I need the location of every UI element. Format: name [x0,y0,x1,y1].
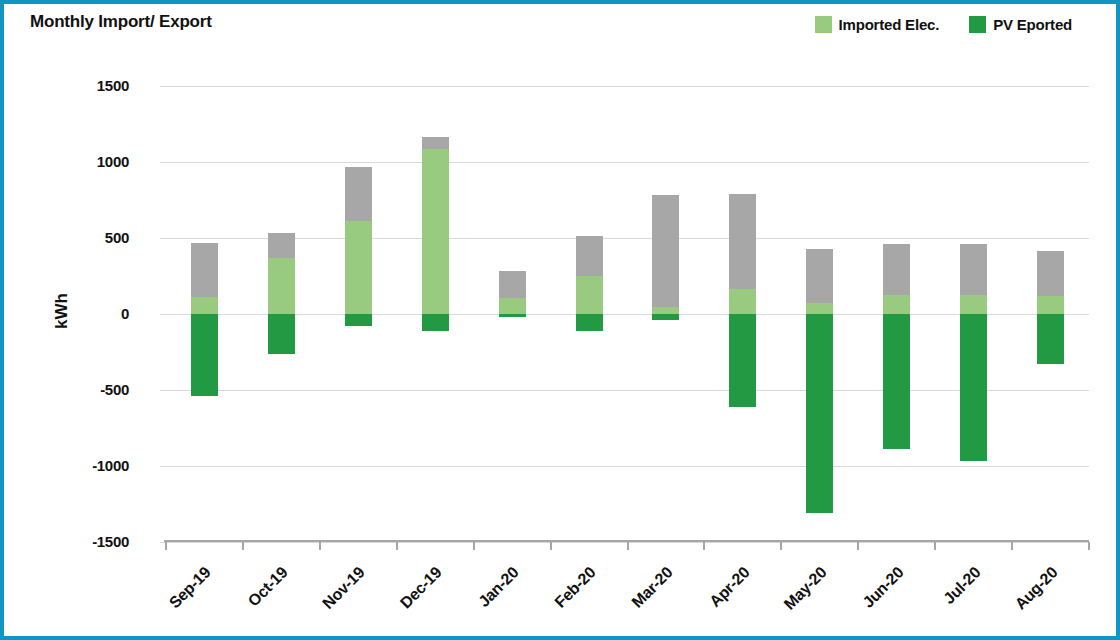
bar-segment-imported-elec [422,149,449,314]
x-axis-tick [473,542,475,550]
legend-swatch-imported-elec-icon [815,16,832,33]
x-axis-tick [857,542,859,550]
y-tick-label: 500 [49,229,129,247]
gridline [160,86,1089,87]
bar-segment-unlabeled-gray [729,194,756,289]
bar-segment-pv-exported [960,314,987,461]
y-tick-label: 1000 [49,153,129,171]
bar-segment-imported-elec [883,295,910,314]
bar-segment-unlabeled-gray [883,244,910,295]
y-tick-label: -500 [49,381,129,399]
bar-segment-imported-elec [191,297,218,314]
bar-segment-imported-elec [1037,296,1064,314]
x-axis-tick [934,542,936,550]
bar-segment-unlabeled-gray [191,243,218,297]
x-axis-tick [780,542,782,550]
gridline [160,390,1089,391]
bar-segment-imported-elec [268,258,295,314]
x-axis-tick [319,542,321,550]
y-tick-label: 1500 [49,77,129,95]
bar-segment-imported-elec [652,307,679,314]
legend-label-imported-elec: Imported Elec. [839,16,940,33]
x-axis-tick [242,542,244,550]
bar-segment-pv-exported [191,314,218,396]
gridline [160,238,1089,239]
bar-segment-unlabeled-gray [652,195,679,307]
bar-segment-imported-elec [499,298,526,314]
bar-segment-imported-elec [806,303,833,314]
x-axis-tick [1011,542,1013,550]
bar-segment-imported-elec [960,295,987,314]
bar-segment-imported-elec [345,221,372,314]
bar-segment-unlabeled-gray [576,236,603,276]
legend-item-pv-exported: PV Eported [969,16,1072,33]
x-axis-tick [627,542,629,550]
legend-item-imported-elec: Imported Elec. [815,16,940,33]
chart-frame: Monthly Import/ Export Imported Elec. PV… [0,0,1120,640]
gridline [160,314,1089,315]
legend-swatch-pv-exported-icon [969,16,986,33]
x-axis-label: Sep-19 [116,562,216,640]
bar-segment-pv-exported [499,314,526,317]
y-tick-label: 0 [49,305,129,323]
x-axis-tick [1088,542,1090,550]
bar-segment-unlabeled-gray [499,271,526,298]
legend-label-pv-exported: PV Eported [993,16,1072,33]
x-axis-tick [396,542,398,550]
bar-segment-pv-exported [1037,314,1064,364]
gridline [160,466,1089,467]
x-axis-tick [550,542,552,550]
bar-segment-pv-exported [729,314,756,407]
x-axis-tick [703,542,705,550]
x-axis-tick [165,542,167,550]
gridline [160,162,1089,163]
bar-segment-pv-exported [268,314,295,354]
bar-segment-pv-exported [345,314,372,326]
gridline [160,542,1089,543]
bar-segment-imported-elec [576,276,603,314]
y-tick-label: -1000 [49,457,129,475]
bar-segment-pv-exported [576,314,603,331]
bar-segment-unlabeled-gray [960,244,987,295]
bar-segment-unlabeled-gray [345,167,372,221]
legend: Imported Elec. PV Eported [815,16,1072,33]
bar-segment-unlabeled-gray [268,233,295,257]
y-tick-label: -1500 [49,533,129,551]
bar-segment-unlabeled-gray [422,137,449,149]
bar-segment-unlabeled-gray [806,249,833,303]
bar-segment-pv-exported [883,314,910,449]
plot-area [166,86,1089,542]
bar-segment-unlabeled-gray [1037,251,1064,296]
bar-segment-pv-exported [652,314,679,320]
bar-segment-imported-elec [729,289,756,314]
bar-segment-pv-exported [422,314,449,331]
bar-segment-pv-exported [806,314,833,513]
chart-title: Monthly Import/ Export [30,12,212,32]
